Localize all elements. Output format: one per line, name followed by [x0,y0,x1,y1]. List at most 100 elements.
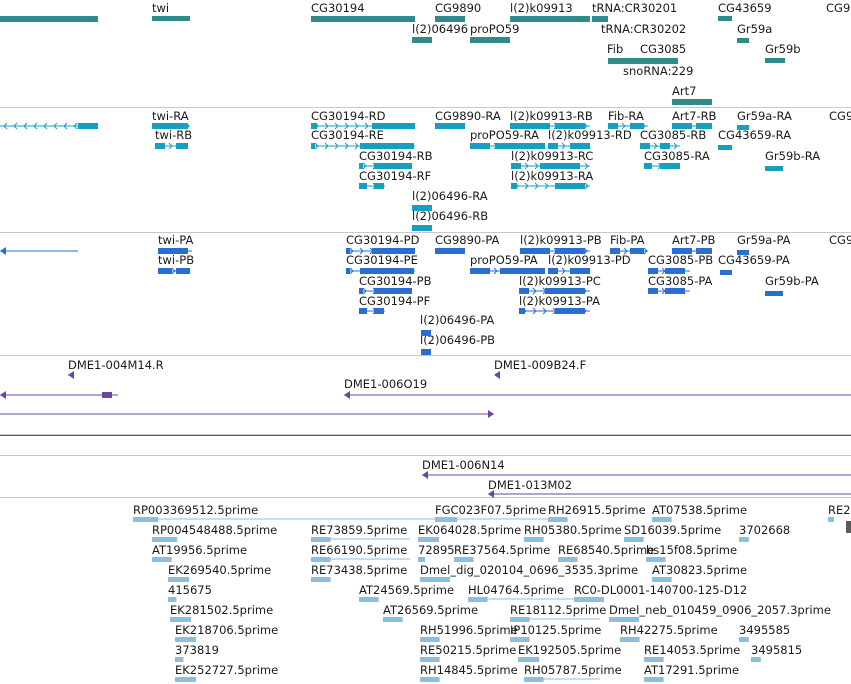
pr-l206496-pb[interactable] [421,349,431,355]
gene-gr59a[interactable] [737,38,749,43]
protein-label-l-2-k09913-pa[interactable]: l(2)k09913-PA [519,294,600,308]
tx-art7-rb[interactable] [672,122,712,130]
gene-l206496[interactable] [412,37,432,43]
protein-label-cg3085-pa[interactable]: CG3085-PA [648,274,713,288]
est-label-rh05380-5prime[interactable]: RH05380.5prime [524,523,622,537]
pr-cg30194-pd[interactable] [346,247,415,255]
pr-l2k09913-pc[interactable] [519,287,590,295]
gene-gr59b[interactable] [765,58,785,63]
est-glyph-ip10125-5prime[interactable] [510,637,530,642]
transcript-label-cg3085-rb[interactable]: CG3085-RB [640,128,706,142]
clone-006n14[interactable] [422,471,851,479]
clone-006o19[interactable] [344,391,851,399]
est-label-ek281502-5prime[interactable]: EK281502.5prime [170,603,273,617]
pr-cg43659-pa[interactable] [720,270,732,275]
est-label-72895[interactable]: 72895 [418,543,455,557]
protein-label-cg9890-pa[interactable]: CG9890-PA [435,233,500,247]
pr-art7-pb[interactable] [672,247,712,255]
est-glyph-re14053-5prime[interactable] [644,657,664,662]
protein-label-cg30194-pf[interactable]: CG30194-PF [359,294,430,308]
est-glyph-bs15f08-5prime[interactable] [646,557,666,562]
tx-gr59a-ra[interactable] [737,125,749,130]
gene-fib-cg3085[interactable] [608,58,678,64]
tx-gr59b-ra[interactable] [765,166,783,171]
transcript-label-l-2-k09913-rb[interactable]: l(2)k09913-RB [510,109,593,123]
est-glyph-72895[interactable] [418,557,425,562]
tx-propo59-ra[interactable] [470,142,545,150]
gene-cg9890[interactable] [435,16,465,22]
gene-label-art7[interactable]: Art7 [672,84,696,98]
est-glyph-ek218706-5prime[interactable] [175,637,196,642]
est-label-ip10125-5prime[interactable]: IP10125.5prime [510,623,601,637]
pr-propo59-pa[interactable] [470,267,545,275]
tx-twi-ra[interactable] [152,122,190,130]
tx-cg30194-rb[interactable] [359,162,412,170]
gene-trna-cr30201[interactable] [592,16,608,22]
est-glyph-re37564-5prime[interactable] [454,557,474,562]
est-glyph-ek281502-5prime[interactable] [170,617,191,622]
est-glyph-at19956-5prime[interactable] [152,557,172,562]
tx-cg30194-re[interactable] [311,142,415,150]
est-label-rh42275-5prime[interactable]: RH42275.5prime [620,623,718,637]
transcript-label-l-2-k09913-rd[interactable]: l(2)k09913-RD [548,128,632,142]
est-glyph-rp004548488-5prime[interactable] [152,537,178,542]
est-label-ek192505-5prime[interactable]: EK192505.5prime [518,643,621,657]
gene-label-gr59b[interactable]: Gr59b [765,42,801,56]
est-label-re14053-5prime[interactable]: RE14053.5prime [644,643,740,657]
est-glyph-rh14845-5prime[interactable] [420,677,440,682]
est-label-at19956-5prime[interactable]: AT19956.5prime [152,543,247,557]
clone-left-line[interactable] [0,391,118,399]
est-label-re66190-5prime[interactable]: RE66190.5prime [311,543,407,557]
protein-label-art7-pb[interactable]: Art7-PB [672,233,716,247]
est-glyph-at17291-5prime[interactable] [644,677,664,682]
gene-label-propo59[interactable]: proPO59 [470,22,519,36]
gene-propo59[interactable] [470,37,510,43]
transcript-label-gr59b-ra[interactable]: Gr59b-RA [765,149,820,163]
transcript-label-cg3085-ra[interactable]: CG3085-RA [644,149,710,163]
gene-label-fib[interactable]: Fib [607,42,623,56]
est-label-rp004548488-5prime[interactable]: RP004548488.5prime [152,523,277,537]
transcript-label-l-2-k09913-rc[interactable]: l(2)k09913-RC [511,149,593,163]
gene-label-snorna-229[interactable]: snoRNA:229 [623,64,693,78]
est-label-rp003369512-5prime[interactable]: RP003369512.5prime [133,503,258,517]
pr-twi-pb[interactable] [158,267,190,275]
clone-004m14[interactable] [68,371,74,379]
tx-cg3085-ra[interactable] [644,162,680,170]
est-label-at30823-5prime[interactable]: AT30823.5prime [652,563,747,577]
est-glyph-ek252727-5prime[interactable] [175,677,196,682]
est-glyph-373819[interactable] [175,657,184,662]
est-label-at07538-5prime[interactable]: AT07538.5prime [652,503,747,517]
clone-label-dme1-009b24-f[interactable]: DME1-009B24.F [494,358,586,372]
pr-l2k09913-pa[interactable] [519,307,590,315]
gene-bar-left[interactable] [0,16,98,22]
transcript-label-twi-rb[interactable]: twi-RB [155,128,192,142]
protein-label-cg30194-pe[interactable]: CG30194-PE [346,253,418,267]
tx-cg9890-ra[interactable] [435,122,465,130]
pr-l206496-pa[interactable] [421,330,431,336]
tx-cg30194-rf[interactable] [359,182,385,190]
est-label-re37564-5prime[interactable]: RE37564.5prime [454,543,550,557]
transcript-label-propo59-ra[interactable]: proPO59-RA [470,128,539,142]
est-glyph-3495815[interactable] [751,657,761,662]
est-glyph-at24569-5prime[interactable] [359,597,379,602]
est-label-re73438-5prime[interactable]: RE73438.5prime [311,563,407,577]
tx-cg30194-rd[interactable] [311,122,415,130]
est-glyph-at26569-5prime[interactable] [383,617,403,622]
est-glyph-dmel-neb-010459-0906-2057-3prime[interactable] [609,617,639,622]
clone-label-dme1-006n14[interactable]: DME1-006N14 [422,458,505,472]
protein-label-l-2-k09913-pc[interactable]: l(2)k09913-PC [519,274,601,288]
gene-label-trna-cr30201[interactable]: tRNA:CR30201 [592,1,677,15]
est-label-373819[interactable]: 373819 [175,643,219,657]
est-label-at26569-5prime[interactable]: AT26569.5prime [383,603,478,617]
est-label-at17291-5prime[interactable]: AT17291.5prime [644,663,739,677]
protein-label-cg43659-pa[interactable]: CG43659-PA [718,253,790,267]
gene-label-l-2-k09913[interactable]: l(2)k09913 [510,1,573,15]
est-label-hl04764-5prime[interactable]: HL04764.5prime [468,583,564,597]
gene-label-cg3085[interactable]: CG3085 [640,42,686,56]
clone-long[interactable] [0,410,494,418]
est-glyph-rh42275-5prime[interactable] [620,637,640,642]
est-label-rh26915-5prime[interactable]: RH26915.5prime [548,503,646,517]
est-glyph-415675[interactable] [168,597,177,602]
transcript-left[interactable] [0,122,98,130]
protein-label-cg9[interactable]: CG9 [829,233,851,247]
